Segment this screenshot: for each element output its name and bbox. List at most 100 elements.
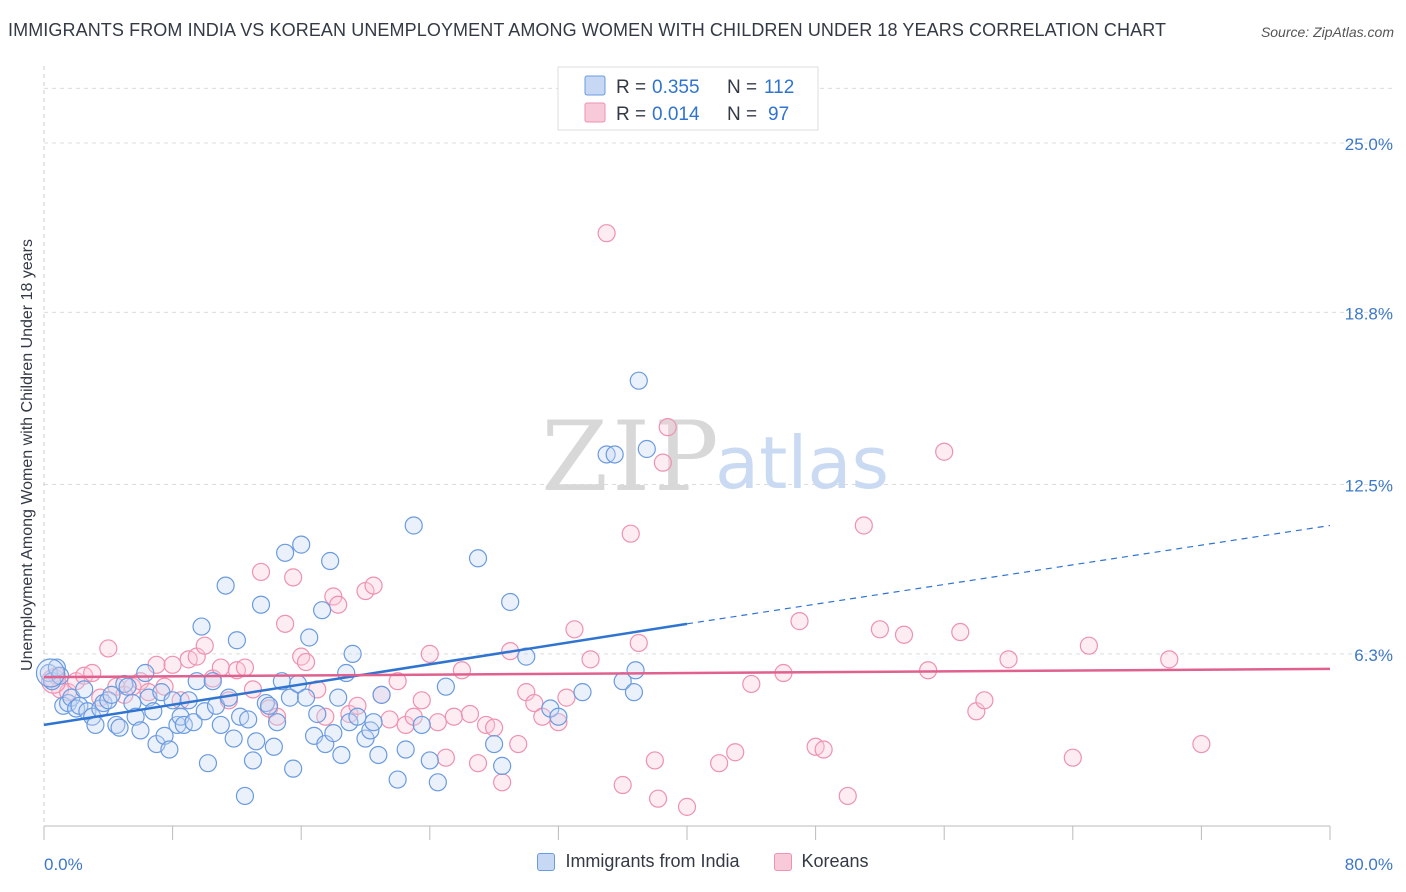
source-label: Source: ZipAtlas.com <box>1260 24 1394 40</box>
india-point <box>404 516 423 535</box>
korean-point <box>329 595 348 614</box>
korean-point <box>388 672 407 691</box>
india-point <box>412 715 431 735</box>
india-point <box>195 702 214 721</box>
india-point <box>280 688 300 707</box>
korean-point <box>296 652 316 672</box>
india-point <box>110 718 129 737</box>
legend-top-r-label-2: R = <box>616 104 646 125</box>
x-tick-label-min: 0.0% <box>44 855 83 874</box>
india-point <box>626 661 645 680</box>
india-point <box>259 696 279 715</box>
axes <box>43 66 1331 840</box>
india-point <box>329 688 348 707</box>
korean-point <box>284 568 303 587</box>
india-point <box>343 644 362 663</box>
x-tick-label-max: 80.0% <box>1345 855 1393 874</box>
india-point <box>239 710 258 729</box>
legend-top-swatch-india <box>584 75 606 96</box>
korean-point <box>83 663 102 683</box>
y-tick-label: 6.3% <box>1354 646 1393 665</box>
korean-point <box>951 622 970 642</box>
india-point <box>332 745 351 765</box>
india-point <box>372 685 391 704</box>
india-point <box>420 751 439 770</box>
korean-point <box>613 775 632 795</box>
y-tick-labels: 6.3% 12.5% 18.8% 25.0% <box>1345 135 1393 665</box>
legend-bottom: Immigrants from India Koreans <box>0 851 1406 872</box>
korean-point <box>999 650 1018 669</box>
korean-point <box>658 418 677 437</box>
korean-point <box>581 650 600 669</box>
india-point <box>468 549 488 568</box>
legend-top-n-value-2: 97 <box>768 104 789 125</box>
india-point <box>99 691 118 710</box>
india-point <box>624 683 644 702</box>
korean-point <box>975 691 994 710</box>
korean-point <box>525 693 544 713</box>
watermark: ZIP atlas <box>541 401 889 513</box>
korean-point <box>412 691 431 710</box>
india-point <box>192 617 211 636</box>
korean-trend-line <box>43 667 1331 679</box>
korean-point <box>894 625 914 644</box>
korean-point <box>243 680 263 699</box>
korean-point <box>677 797 697 816</box>
legend-top-n-label-1: N = <box>727 77 757 98</box>
y-tick-label: 12.5% <box>1345 477 1393 496</box>
legend-item-india: Immigrants from India <box>537 851 740 872</box>
india-point <box>184 713 203 732</box>
india-point <box>308 704 327 724</box>
korean-point <box>163 655 182 674</box>
india-point <box>144 702 163 721</box>
india-point <box>364 713 383 732</box>
india-point <box>605 445 624 464</box>
india-point <box>388 770 407 789</box>
korean-point <box>485 718 504 737</box>
gridlines <box>44 87 1394 655</box>
india-point <box>136 663 155 683</box>
korean-point <box>444 707 464 726</box>
korean-point <box>790 612 809 631</box>
india-trend-extension <box>686 524 1331 625</box>
korean-point <box>155 677 174 696</box>
india-point <box>549 707 568 726</box>
india-point-cluster <box>35 658 66 688</box>
korean-point <box>139 683 158 702</box>
india-point <box>247 732 266 751</box>
legend-top-swatch-korean <box>584 102 606 123</box>
india-point <box>216 576 235 595</box>
india-point <box>126 707 145 726</box>
india-point <box>235 786 255 806</box>
legend-top-n-value-1: 112 <box>764 77 794 98</box>
india-point <box>155 726 174 745</box>
korean-point <box>460 704 480 724</box>
watermark-atlas: atlas <box>715 421 889 505</box>
legend-top-r-value-1: 0.355 <box>652 77 700 98</box>
y-tick-label: 18.8% <box>1345 304 1393 323</box>
korean-point <box>854 516 873 535</box>
korean-point <box>468 754 488 773</box>
india-point <box>321 551 340 571</box>
india-point <box>637 439 656 459</box>
india-point <box>264 737 283 756</box>
korean-point <box>621 524 640 543</box>
korean-point <box>428 713 447 732</box>
india-point <box>227 631 246 650</box>
india-point <box>118 677 137 696</box>
india-point <box>67 699 86 718</box>
korean-point <box>645 751 664 770</box>
korean-point <box>565 620 584 639</box>
india-point <box>493 756 512 775</box>
india-point <box>198 754 218 773</box>
india-point <box>224 729 243 748</box>
korean-point <box>251 562 271 582</box>
india-point <box>102 685 121 704</box>
korean-point <box>1192 734 1211 754</box>
korean-point <box>493 773 512 792</box>
korean-point <box>597 224 616 243</box>
india-point <box>436 677 455 696</box>
india-point <box>485 734 504 754</box>
india-point <box>348 707 367 726</box>
